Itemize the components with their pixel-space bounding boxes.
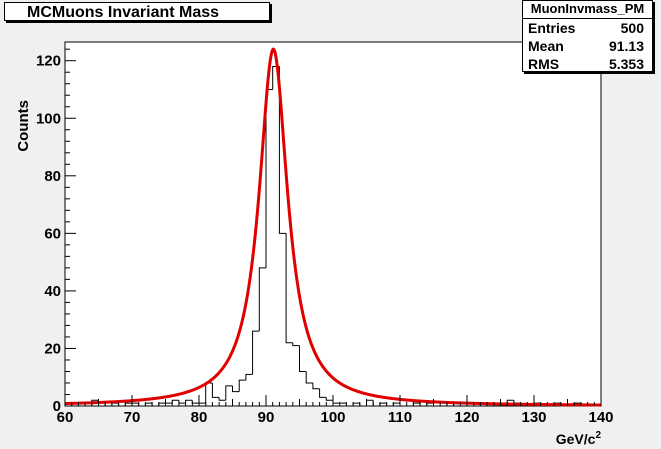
y-tick-label: 0 — [53, 398, 61, 415]
y-tick-label: 100 — [36, 110, 61, 127]
stats-rms-value: 5.353 — [608, 56, 644, 72]
histogram-bin — [258, 267, 266, 332]
histogram-bin — [285, 233, 293, 344]
stats-row-rms: RMS 5.353 — [523, 55, 652, 73]
y-tick-label: 120 — [36, 53, 61, 70]
fit-curve — [64, 47, 601, 407]
x-tick-label: 80 — [191, 409, 208, 426]
stats-row-mean: Mean 91.13 — [523, 37, 652, 55]
x-tick-label: 100 — [320, 409, 345, 426]
stats-mean-label: Mean — [528, 38, 564, 54]
y-axis: 0 20 40 60 80 100 120 — [36, 48, 76, 415]
y-axis-label: Counts — [15, 100, 32, 152]
y-tick-label: 80 — [44, 168, 61, 185]
stats-entries-value: 500 — [620, 20, 644, 36]
x-axis-label: GeV/c2 — [556, 430, 602, 447]
stats-row-entries: Entries 500 — [523, 19, 652, 37]
histogram-bin — [312, 382, 320, 390]
histogram-bin — [238, 379, 246, 392]
stats-rms-label: RMS — [528, 56, 560, 72]
stats-histogram-name: MuonInvmass_PM — [523, 1, 652, 19]
y-tick-label: 40 — [44, 283, 61, 300]
y-tick-label: 20 — [44, 340, 61, 357]
x-axis: 60 70 80 90 100 110 120 130 140 — [57, 395, 614, 426]
histogram-bin — [232, 385, 240, 393]
histogram-bin — [245, 373, 253, 381]
x-tick-label: 70 — [124, 409, 141, 426]
stats-entries-label: Entries — [528, 20, 576, 36]
histogram-bin — [305, 371, 313, 384]
histogram-bin — [292, 342, 300, 347]
x-tick-label: 130 — [521, 409, 546, 426]
histogram-bin — [325, 397, 333, 401]
x-tick-label: 90 — [258, 409, 275, 426]
histogram-bin — [299, 345, 307, 372]
x-axis-label-exponent: 2 — [595, 430, 601, 441]
x-tick-label: 120 — [454, 409, 479, 426]
plot-area — [64, 41, 602, 407]
histogram-bin — [225, 385, 233, 401]
y-tick-label: 60 — [44, 225, 61, 242]
histogram-bin — [319, 388, 327, 398]
x-tick-label: 110 — [388, 409, 412, 426]
stats-mean-value: 91.13 — [608, 38, 644, 54]
x-tick-label: 140 — [588, 409, 613, 426]
stats-box: MuonInvmass_PM Entries 500 Mean 91.13 RM… — [522, 0, 653, 72]
x-tick-label: 60 — [57, 409, 74, 426]
histogram-bin — [211, 382, 220, 398]
histogram-bin — [218, 397, 226, 401]
chart-title: MCMuons Invariant Mass — [4, 2, 270, 21]
x-axis-label-unit: GeV/c — [556, 431, 596, 447]
histogram-bin — [278, 66, 287, 234]
histogram-bin — [252, 330, 260, 375]
